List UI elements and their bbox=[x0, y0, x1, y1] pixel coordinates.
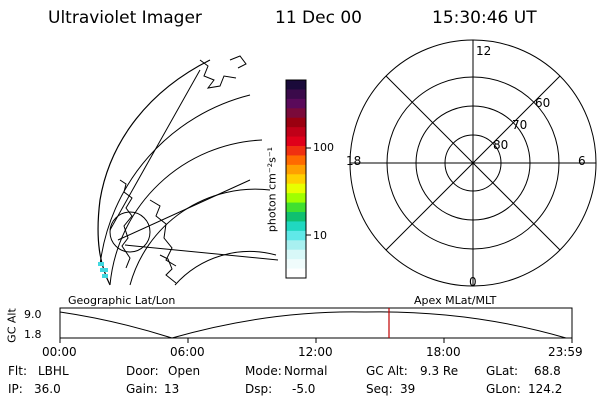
lat-arc bbox=[174, 251, 277, 286]
lon-line bbox=[124, 244, 279, 261]
aurora-pixel bbox=[98, 262, 104, 266]
colorbar-segment bbox=[286, 268, 306, 279]
globe-limb bbox=[97, 59, 211, 286]
coastline bbox=[199, 59, 237, 89]
lat-arc bbox=[109, 139, 263, 286]
lat-label-60: 60 bbox=[535, 96, 551, 110]
geo-center-circle bbox=[109, 211, 151, 253]
gcalt-label: GC Alt: bbox=[366, 364, 408, 378]
seq-label: Seq: bbox=[366, 382, 393, 396]
date-label: 11 Dec 00 bbox=[275, 8, 362, 28]
colorbar-segment bbox=[286, 183, 306, 194]
mode-label: Mode: bbox=[245, 364, 282, 378]
ip-label: IP: bbox=[8, 382, 23, 396]
timeline-xtick-2359: 23:59 bbox=[548, 345, 583, 359]
lat-arc bbox=[99, 94, 251, 266]
lat-label-70: 70 bbox=[512, 118, 528, 132]
glon-value: 124.2 bbox=[528, 382, 563, 396]
colorbar-segment bbox=[286, 136, 306, 147]
flt-label: Flt: bbox=[8, 364, 27, 378]
colorbar-segment bbox=[286, 193, 306, 204]
timeline-ytick-top: 9.0 bbox=[24, 308, 42, 321]
colorbar-segment bbox=[286, 174, 306, 185]
colorbar-segment bbox=[286, 155, 306, 166]
colorbar-segment bbox=[286, 89, 306, 100]
ip-value: 36.0 bbox=[34, 382, 61, 396]
door-label: Door: bbox=[126, 364, 159, 378]
aurora-pixel bbox=[100, 268, 108, 272]
aurora-emission bbox=[98, 262, 108, 278]
glon-label: GLon: bbox=[486, 382, 521, 396]
timeline-xtick-0000: 00:00 bbox=[42, 345, 77, 359]
dsp-value: -5.0 bbox=[292, 382, 316, 396]
lat-arc bbox=[129, 188, 271, 286]
colorbar-segment bbox=[286, 202, 306, 213]
lat-label-80: 80 bbox=[493, 138, 509, 152]
mlt-label-0: 0 bbox=[469, 275, 477, 289]
mode-value: Normal bbox=[284, 364, 328, 378]
glat-value: 68.8 bbox=[534, 364, 561, 378]
colorbar-segment bbox=[286, 259, 306, 270]
seq-value: 39 bbox=[400, 382, 416, 396]
colorbar-tick-100: 100 bbox=[313, 141, 334, 154]
flt-value: LBHL bbox=[38, 364, 69, 378]
colorbar-segment bbox=[286, 98, 306, 109]
polar-diagonal bbox=[385, 75, 561, 251]
mlt-label-6: 6 bbox=[578, 154, 586, 168]
colorbar-segment bbox=[286, 117, 306, 128]
lon-line bbox=[117, 179, 251, 241]
colorbar-segment bbox=[286, 80, 306, 90]
timeline-xtick-1200: 12:00 bbox=[298, 345, 333, 359]
lon-line bbox=[109, 69, 201, 231]
colorbar-segment bbox=[286, 249, 306, 260]
altitude-curve bbox=[59, 311, 567, 339]
colorbar-segment bbox=[286, 240, 306, 251]
geo-panel-label: Geographic Lat/Lon bbox=[68, 294, 176, 307]
timeline-xtick-1800: 18:00 bbox=[426, 345, 461, 359]
coastline bbox=[229, 55, 247, 69]
gain-value: 13 bbox=[164, 382, 180, 396]
coastline bbox=[119, 179, 133, 269]
coastline bbox=[159, 254, 177, 284]
colorbar-segment bbox=[286, 108, 306, 119]
colorbar-tick-10: 10 bbox=[313, 229, 327, 242]
instrument-title: Ultraviolet Imager bbox=[48, 8, 202, 28]
colorbar-segment bbox=[286, 146, 306, 156]
timeline-xtick-0600: 06:00 bbox=[170, 345, 205, 359]
gcalt-value: 9.3 Re bbox=[420, 364, 459, 378]
colorbar-segment bbox=[286, 127, 306, 138]
colorbar-segment bbox=[286, 164, 306, 175]
mlt-label-18: 18 bbox=[346, 154, 362, 168]
dsp-label: Dsp: bbox=[245, 382, 273, 396]
colorbar-frame bbox=[285, 79, 307, 279]
colorbar-segment bbox=[286, 230, 306, 241]
colorbar-segment bbox=[286, 221, 306, 232]
colorbar-segment bbox=[286, 212, 306, 222]
glat-label: GLat: bbox=[486, 364, 519, 378]
door-value: Open bbox=[168, 364, 201, 378]
mlt-label-12: 12 bbox=[476, 44, 492, 58]
aurora-pixel bbox=[102, 274, 108, 278]
timeline-ytick-bottom: 1.8 bbox=[24, 328, 42, 341]
polar-panel-label: Apex MLat/MLT bbox=[414, 294, 497, 307]
time-label: 15:30:46 UT bbox=[432, 8, 537, 28]
gain-label: Gain: bbox=[126, 382, 158, 396]
